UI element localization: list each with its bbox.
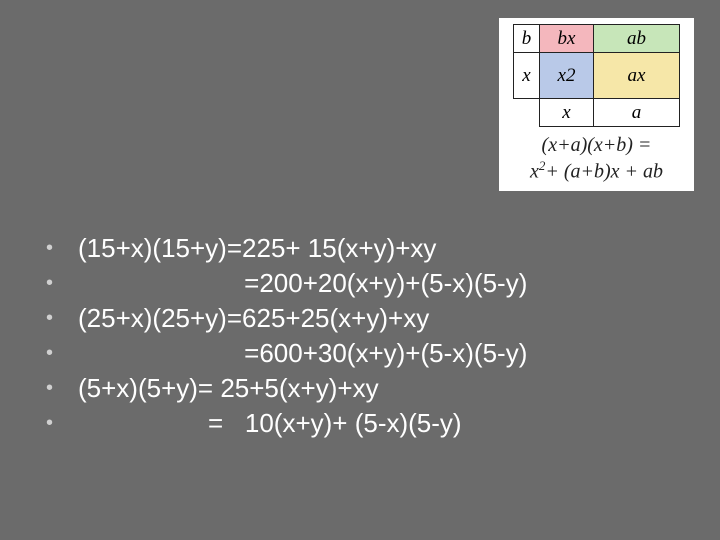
bullet-icon: • bbox=[46, 337, 56, 369]
bullet-text: =200+20(x+y)+(5-x)(5-y) bbox=[78, 267, 527, 299]
bullet-icon: • bbox=[46, 232, 56, 264]
list-item: • = 10(x+y)+ (5-x)(5-y) bbox=[46, 407, 692, 439]
area-grid: b bx ab x x2 ax x a bbox=[513, 24, 680, 127]
bullet-text: (15+x)(15+y)=225+ 15(x+y)+xy bbox=[78, 232, 436, 264]
list-item: • =600+30(x+y)+(5-x)(5-y) bbox=[46, 337, 692, 369]
expansion-formula: (x+a)(x+b) = x2+ (a+b)x + ab bbox=[505, 133, 688, 185]
col-footer-a: a bbox=[594, 99, 680, 127]
row-header-x: x bbox=[514, 53, 540, 99]
bullet-text: (5+x)(5+y)= 25+5(x+y)+xy bbox=[78, 372, 379, 404]
bullet-icon: • bbox=[46, 407, 56, 439]
area-model-diagram: b bx ab x x2 ax x a (x+a)(x+b) = x2+ (a+… bbox=[499, 18, 694, 191]
col-footer-x: x bbox=[540, 99, 594, 127]
cell-ax: ax bbox=[594, 53, 680, 99]
bullet-list: • (15+x)(15+y)=225+ 15(x+y)+xy • =200+20… bbox=[46, 232, 692, 442]
cell-ab: ab bbox=[594, 25, 680, 53]
blank-corner bbox=[514, 99, 540, 127]
list-item: • (25+x)(25+y)=625+25(x+y)+xy bbox=[46, 302, 692, 334]
list-item: • (15+x)(15+y)=225+ 15(x+y)+xy bbox=[46, 232, 692, 264]
bullet-text: (25+x)(25+y)=625+25(x+y)+xy bbox=[78, 302, 429, 334]
bullet-text: = 10(x+y)+ (5-x)(5-y) bbox=[78, 407, 462, 439]
bullet-icon: • bbox=[46, 302, 56, 334]
bullet-icon: • bbox=[46, 267, 56, 299]
bullet-icon: • bbox=[46, 372, 56, 404]
row-header-b: b bbox=[514, 25, 540, 53]
list-item: • =200+20(x+y)+(5-x)(5-y) bbox=[46, 267, 692, 299]
bullet-text: =600+30(x+y)+(5-x)(5-y) bbox=[78, 337, 527, 369]
list-item: • (5+x)(5+y)= 25+5(x+y)+xy bbox=[46, 372, 692, 404]
cell-x-squared: x2 bbox=[540, 53, 594, 99]
cell-bx: bx bbox=[540, 25, 594, 53]
